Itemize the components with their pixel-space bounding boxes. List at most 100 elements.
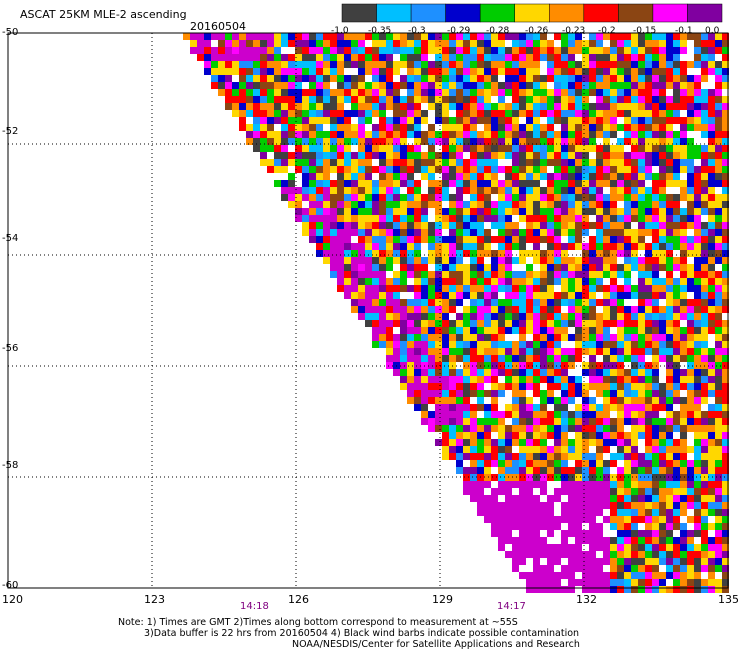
swath-cell — [456, 404, 463, 411]
swath-cell — [617, 103, 624, 110]
swath-cell — [540, 502, 547, 509]
swath-cell — [456, 194, 463, 201]
swath-cell — [435, 418, 442, 425]
swath-cell — [505, 299, 512, 306]
swath-cell — [715, 432, 722, 439]
swath-cell — [414, 404, 421, 411]
swath-cell — [281, 33, 288, 40]
swath-cell — [631, 47, 638, 54]
swath-cell — [428, 222, 435, 229]
legend-label: -0.26 — [525, 26, 549, 36]
swath-cell — [596, 418, 603, 425]
swath-cell — [652, 166, 659, 173]
swath-cell — [687, 201, 694, 208]
swath-cell — [568, 572, 575, 579]
swath-cell — [498, 369, 505, 376]
swath-cell — [694, 572, 701, 579]
swath-cell — [673, 103, 680, 110]
swath-cell — [358, 299, 365, 306]
swath-cell — [540, 82, 547, 89]
swath-cell — [393, 131, 400, 138]
swath-cell — [708, 201, 715, 208]
swath-cell — [526, 159, 533, 166]
swath-cell — [533, 460, 540, 467]
swath-cell — [372, 299, 379, 306]
swath-cell — [617, 194, 624, 201]
swath-cell — [512, 348, 519, 355]
swath-cell — [540, 264, 547, 271]
swath-cell — [687, 495, 694, 502]
swath-cell — [274, 40, 281, 47]
swath-cell — [407, 82, 414, 89]
swath-cell — [379, 61, 386, 68]
swath-cell — [393, 124, 400, 131]
swath-cell — [435, 194, 442, 201]
swath-cell — [533, 369, 540, 376]
swath-cell — [666, 173, 673, 180]
swath-cell — [519, 278, 526, 285]
swath-cell — [246, 40, 253, 47]
swath-cell — [442, 250, 449, 257]
swath-cell — [463, 376, 470, 383]
swath-cell — [708, 208, 715, 215]
swath-cell — [631, 327, 638, 334]
swath-cell — [554, 369, 561, 376]
swath-cell — [589, 558, 596, 565]
swath-cell — [351, 257, 358, 264]
swath-cell — [526, 383, 533, 390]
swath-cell — [645, 523, 652, 530]
swath-cell — [337, 201, 344, 208]
swath-cell — [526, 257, 533, 264]
swath-cell — [414, 208, 421, 215]
swath-cell — [330, 264, 337, 271]
swath-cell — [715, 586, 722, 593]
swath-cell — [449, 460, 456, 467]
swath-cell — [323, 159, 330, 166]
swath-cell — [302, 138, 309, 145]
swath-cell — [666, 586, 673, 593]
swath-cell — [267, 124, 274, 131]
swath-cell — [568, 481, 575, 488]
swath-cell — [491, 411, 498, 418]
swath-cell — [722, 390, 729, 397]
swath-cell — [365, 47, 372, 54]
swath-cell — [393, 278, 400, 285]
swath-cell — [638, 488, 645, 495]
swath-cell — [449, 355, 456, 362]
swath-cell — [652, 467, 659, 474]
swath-cell — [589, 40, 596, 47]
swath-cell — [673, 565, 680, 572]
swath-cell — [582, 488, 589, 495]
swath-cell — [316, 201, 323, 208]
swath-cell — [372, 152, 379, 159]
swath-cell — [589, 579, 596, 586]
lon-label: 129 — [432, 593, 453, 606]
swath-cell — [428, 285, 435, 292]
map-title: ASCAT 25KM MLE-2 ascending — [20, 8, 187, 21]
swath-cell — [498, 467, 505, 474]
swath-cell — [610, 390, 617, 397]
swath-cell — [526, 110, 533, 117]
swath-cell — [701, 110, 708, 117]
swath-cell — [666, 215, 673, 222]
swath-cell — [694, 537, 701, 544]
swath-cell — [414, 117, 421, 124]
swath-cell — [624, 502, 631, 509]
swath-cell — [540, 68, 547, 75]
swath-cell — [701, 222, 708, 229]
swath-cell — [547, 138, 554, 145]
swath-cell — [701, 579, 708, 586]
swath-cell — [344, 117, 351, 124]
swath-cell — [624, 341, 631, 348]
swath-cell — [323, 201, 330, 208]
swath-cell — [379, 320, 386, 327]
swath-cell — [379, 103, 386, 110]
swath-cell — [568, 166, 575, 173]
swath-cell — [659, 40, 666, 47]
swath-cell — [456, 229, 463, 236]
legend-label: -0.23 — [562, 26, 586, 36]
swath-cell — [589, 250, 596, 257]
swath-cell — [330, 61, 337, 68]
swath-cell — [442, 131, 449, 138]
swath-cell — [652, 432, 659, 439]
